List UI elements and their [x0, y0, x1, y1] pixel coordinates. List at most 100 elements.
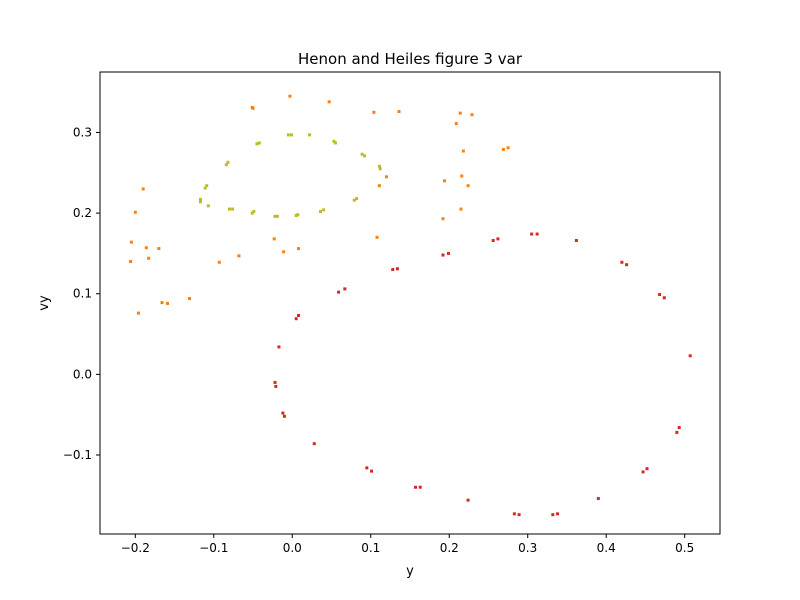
data-point-s0-14: [413, 485, 417, 489]
data-point-s1-7: [157, 247, 161, 251]
data-point-s2-18: [296, 213, 300, 217]
data-point-s1-1: [129, 240, 133, 244]
y-tick-label: −0.1: [63, 448, 92, 462]
plot-points: [129, 94, 692, 517]
y-tick-label: 0.3: [73, 125, 92, 139]
data-point-s0-19: [491, 239, 495, 243]
data-point-s0-9: [343, 287, 347, 291]
data-point-s0-5: [294, 317, 298, 321]
y-tick-label: 0.2: [73, 206, 92, 220]
data-point-s0-13: [395, 267, 399, 271]
data-point-s0-0: [273, 380, 277, 384]
x-tick-label: −0.1: [199, 541, 228, 555]
data-point-s1-29: [459, 207, 463, 211]
data-point-s2-4: [206, 204, 210, 208]
data-point-s2-0: [198, 200, 202, 204]
data-point-s0-28: [596, 497, 600, 501]
data-point-s0-33: [658, 293, 662, 297]
data-point-s1-2: [133, 210, 137, 214]
data-point-s2-29: [378, 167, 382, 171]
x-axis-label: y: [406, 564, 414, 579]
data-point-s1-15: [272, 237, 276, 241]
data-point-s2-14: [275, 214, 279, 218]
data-point-s0-32: [645, 467, 649, 471]
data-point-s0-30: [625, 263, 629, 267]
data-point-s1-34: [501, 147, 505, 151]
data-point-s1-4: [141, 187, 145, 191]
data-point-s2-3: [205, 184, 209, 188]
data-point-s2-22: [332, 139, 336, 143]
data-point-s0-2: [277, 345, 281, 349]
x-tick-label: 0.1: [361, 541, 380, 555]
data-point-s2-8: [231, 207, 235, 211]
data-point-s1-33: [470, 113, 474, 117]
data-point-s1-11: [217, 260, 221, 264]
data-point-s0-3: [281, 411, 285, 415]
plot-frame: [99, 71, 721, 535]
y-tick-label: 0.0: [73, 367, 92, 381]
data-point-s1-6: [147, 256, 151, 260]
data-point-s0-11: [370, 469, 374, 473]
data-point-s2-21: [322, 208, 326, 212]
data-point-s1-3: [136, 311, 140, 315]
y-axis-ticks: −0.1 0.0 0.1 0.2 0.3: [63, 125, 100, 462]
data-point-s1-23: [384, 175, 388, 179]
x-tick-label: 0.2: [440, 541, 459, 555]
y-axis-label: vy: [37, 295, 52, 311]
data-point-s2-20: [319, 209, 323, 213]
data-point-s2-24: [352, 198, 356, 202]
data-point-s2-9: [250, 211, 254, 215]
data-point-s0-36: [677, 426, 681, 430]
data-point-s1-5: [144, 246, 148, 250]
x-tick-label: 0.5: [675, 541, 694, 555]
data-point-s1-17: [288, 94, 292, 98]
y-tick-label: 0.1: [73, 287, 92, 301]
data-point-s2-17: [294, 214, 298, 218]
data-point-s1-27: [454, 122, 458, 126]
data-point-s0-4: [282, 414, 286, 418]
data-point-s2-27: [362, 154, 366, 158]
data-point-s2-23: [333, 141, 337, 145]
x-tick-label: −0.2: [121, 541, 150, 555]
data-point-s1-19: [327, 100, 331, 104]
data-point-s0-6: [297, 314, 301, 317]
data-point-s1-14: [251, 106, 255, 110]
data-point-s2-25: [355, 197, 359, 201]
data-point-s0-26: [556, 512, 560, 516]
data-point-s0-25: [551, 513, 555, 517]
data-point-s2-13: [273, 214, 277, 218]
data-point-s0-15: [418, 485, 422, 489]
data-point-s1-24: [397, 110, 401, 114]
data-point-s0-22: [517, 513, 521, 517]
data-point-s0-10: [365, 466, 369, 470]
data-point-s0-8: [337, 290, 341, 294]
data-point-s2-1: [198, 197, 202, 201]
data-point-s2-15: [286, 133, 290, 137]
data-point-s0-24: [535, 232, 539, 236]
x-tick-label: 0.4: [597, 541, 616, 555]
data-point-s1-22: [377, 184, 381, 188]
data-point-s0-16: [441, 253, 445, 257]
data-point-s0-1: [274, 384, 278, 388]
data-point-s0-20: [496, 237, 500, 241]
data-point-s0-17: [446, 251, 450, 255]
data-point-s0-12: [391, 268, 395, 272]
data-point-s2-2: [203, 186, 207, 190]
x-tick-label: 0.0: [283, 541, 302, 555]
data-point-s2-10: [252, 209, 256, 213]
data-point-s1-35: [506, 146, 510, 150]
x-tick-label: 0.3: [518, 541, 537, 555]
x-axis-ticks: −0.2 −0.1 0.0 0.1 0.2 0.3 0.4 0.5: [121, 534, 694, 555]
data-point-s0-7: [312, 442, 316, 446]
data-point-s2-12: [257, 141, 261, 145]
data-point-s0-21: [512, 512, 516, 516]
data-point-s0-37: [688, 354, 692, 358]
data-point-s1-8: [160, 301, 164, 305]
data-point-s1-25: [441, 217, 445, 221]
data-point-s0-34: [662, 296, 666, 300]
data-point-s1-30: [460, 174, 464, 178]
data-point-s1-21: [375, 235, 379, 239]
data-point-s0-18: [466, 498, 470, 502]
